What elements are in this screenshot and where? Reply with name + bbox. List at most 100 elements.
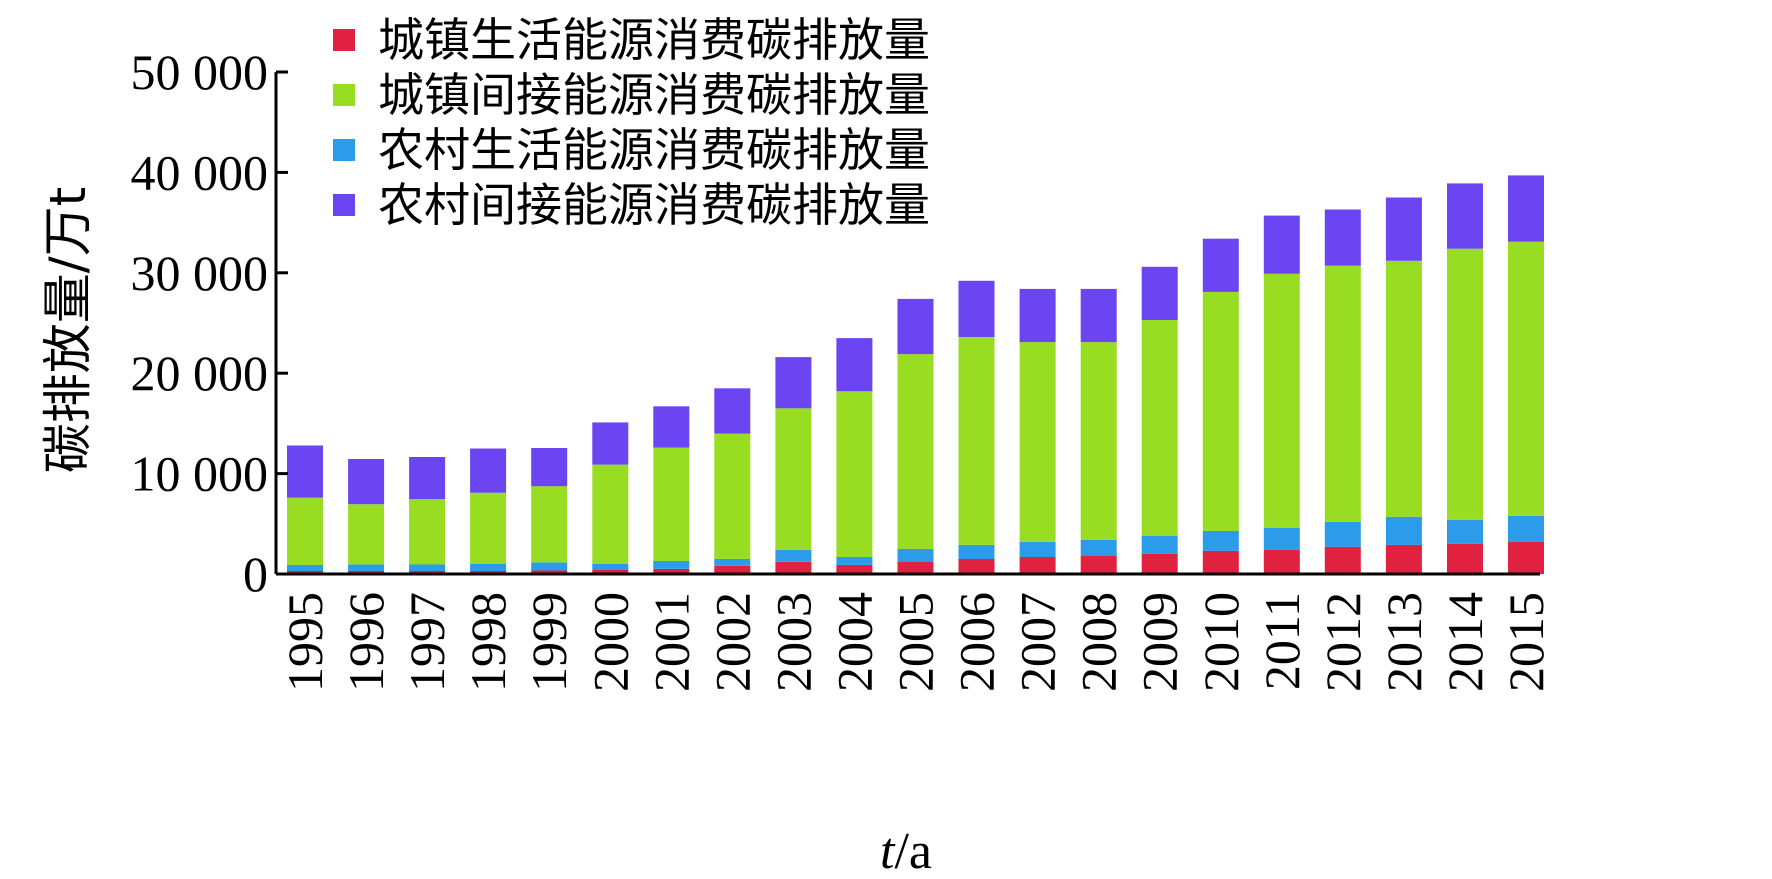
bar-segment-2003-s3 [775,357,812,409]
bar-segment-2013-s3 [1385,197,1422,261]
bar-segment-2004-s1 [836,556,873,565]
bar-segment-2012-s3 [1324,209,1361,266]
x-tick-label-2006: 2006 [949,592,1005,692]
x-axis-title-unit: /a [894,823,932,879]
bar-segment-2006-s2 [958,337,995,545]
bar-segment-2007-s2 [1019,342,1056,542]
bar-segment-2005-s3 [897,298,934,355]
bar-segment-2015-s1 [1508,515,1544,542]
bar-segment-2008-s0 [1080,555,1117,574]
x-tick-labels: 1995 1996 1997 1998 1999 2000 2001 2002 2003 2004… [277,592,1554,692]
bars-layer [287,175,1544,574]
bar-segment-2014-s1 [1447,519,1483,544]
y-ticks: 0 10 000 20 000 30 000 40 000 50 000 [131,44,288,602]
bar-segment-2003-s1 [775,549,812,562]
bar-segment-2007-s0 [1019,556,1056,574]
bar-segment-1996-s1 [348,564,385,571]
x-tick-label-2009: 2009 [1132,592,1188,692]
bar-segment-1998-s2 [470,492,507,564]
legend-swatch [333,194,355,216]
bar-segment-2015-s2 [1508,241,1544,516]
x-tick-label-2013: 2013 [1376,592,1432,692]
bar-segment-2003-s0 [775,562,812,574]
legend-label: 农村间接能源消费碳排放量 [378,178,930,232]
y-axis-title: 碳排放量/万t [39,187,97,473]
bar-segment-2004-s0 [836,565,873,574]
bar-segment-2012-s0 [1324,546,1361,574]
x-tick-label-1999: 1999 [521,592,577,692]
bar-segment-2012-s2 [1324,265,1361,522]
bar-segment-1999-s3 [531,448,568,487]
bar-segment-2008-s3 [1080,288,1117,343]
bar-segment-2011-s2 [1263,273,1300,528]
x-tick-label-2005: 2005 [888,592,944,692]
bar-segment-2009-s2 [1141,320,1178,536]
bar-segment-2011-s0 [1263,549,1300,574]
legend-label: 城镇间接能源消费碳排放量 [378,68,930,122]
bar-segment-2001-s2 [653,447,690,561]
bar-segment-2008-s1 [1080,539,1117,556]
bar-segment-2002-s0 [714,566,751,574]
axes-layer [274,72,1540,576]
bar-segment-1995-s2 [287,497,323,565]
bar-segment-2015-s3 [1508,175,1544,242]
y-tick-label: 0 [243,546,268,602]
bar-segment-1999-s0 [531,570,568,574]
y-tick-label: 10 000 [131,446,269,502]
bar-segment-2012-s1 [1324,521,1361,547]
legend-swatch [333,29,355,51]
bar-segment-2011-s3 [1263,215,1300,274]
bar-segment-2014-s3 [1447,183,1483,249]
bar-segment-2000-s0 [592,570,629,574]
bar-segment-2006-s3 [958,280,995,337]
bar-segment-2000-s3 [592,422,629,465]
x-tick-label-2015: 2015 [1498,592,1554,692]
x-tick-label-2008: 2008 [1071,592,1127,692]
bar-segment-2002-s3 [714,388,751,434]
x-axis-title: t/a [880,823,932,879]
bar-segment-1999-s2 [531,486,568,563]
bar-segment-2004-s2 [836,391,873,557]
x-tick-label-2011: 2011 [1254,592,1310,690]
bar-segment-2005-s1 [897,548,934,562]
x-axis-title-variable: t [880,823,896,879]
bar-segment-2007-s1 [1019,541,1056,557]
bar-segment-1996-s3 [348,459,385,505]
bar-segment-1997-s1 [409,564,446,571]
bar-segment-2010-s0 [1202,550,1239,574]
bar-segment-2003-s2 [775,408,812,550]
bar-segment-2001-s0 [653,569,690,574]
x-tick-label-1997: 1997 [399,592,455,692]
bar-segment-2007-s3 [1019,288,1056,343]
bar-segment-1998-s1 [470,564,507,571]
x-tick-label-2004: 2004 [826,592,882,692]
y-tick-label: 40 000 [131,144,269,200]
x-tick-label-2010: 2010 [1193,592,1249,692]
bar-segment-1998-s3 [470,448,507,493]
x-tick-label-2012: 2012 [1315,592,1371,692]
bar-segment-2004-s3 [836,338,873,392]
x-tick-label-2003: 2003 [765,592,821,692]
bar-segment-2011-s1 [1263,527,1300,550]
bar-segment-2013-s0 [1385,544,1422,574]
legend-swatch [333,139,355,161]
bar-segment-2001-s3 [653,406,690,448]
legend: 城镇生活能源消费碳排放量城镇间接能源消费碳排放量农村生活能源消费碳排放量农村间接… [333,13,930,232]
bar-segment-2005-s0 [897,562,934,574]
bar-segment-2009-s1 [1141,535,1178,554]
bar-segment-2009-s3 [1141,266,1178,320]
bar-segment-1996-s2 [348,504,385,565]
x-tick-label-2014: 2014 [1437,592,1493,692]
bar-segment-1999-s1 [531,562,568,571]
x-tick-label-1998: 1998 [460,592,516,692]
bar-segment-2013-s2 [1385,260,1422,517]
y-tick-label: 50 000 [131,44,269,100]
x-tick-label-1996: 1996 [338,592,394,692]
bar-segment-2002-s2 [714,433,751,559]
bar-segment-2001-s1 [653,560,690,569]
bar-segment-2015-s0 [1508,541,1544,574]
legend-label: 城镇生活能源消费碳排放量 [378,13,930,67]
bar-segment-2010-s2 [1202,291,1239,531]
bar-segment-2006-s1 [958,544,995,559]
